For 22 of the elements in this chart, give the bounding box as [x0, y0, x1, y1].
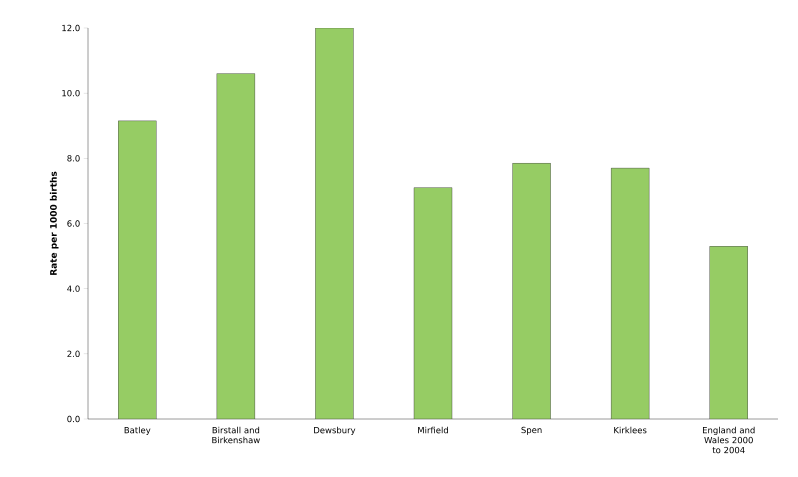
bar	[315, 28, 354, 419]
x-tick-label: Kirklees	[614, 426, 646, 434]
bar	[216, 73, 256, 419]
x-tick-label: England and Wales 2000 to 2004	[702, 426, 755, 454]
y-tick-label: 8.0	[67, 155, 80, 162]
y-tick-label: 12.0	[62, 24, 80, 32]
x-tick-label: Birstall and Birkenshaw	[212, 426, 260, 444]
y-tick-label: 0.0	[67, 416, 80, 422]
x-tick-label: Mirfield	[418, 426, 448, 434]
x-tick-label: Spen	[521, 426, 542, 435]
x-tick-label: Dewsbury	[314, 426, 356, 435]
y-tick-label: 4.0	[67, 285, 80, 292]
bar	[710, 246, 748, 419]
y-axis-title: Rate per 1000 births	[50, 172, 59, 275]
y-tick-label: 6.0	[67, 220, 80, 227]
bar	[118, 120, 156, 419]
bar	[414, 187, 452, 419]
y-tick-label: 2.0	[67, 350, 80, 358]
bar	[610, 168, 650, 419]
bar	[512, 163, 551, 419]
y-tick-label: 10.0	[62, 90, 80, 96]
x-tick-label: Batley	[124, 426, 150, 435]
